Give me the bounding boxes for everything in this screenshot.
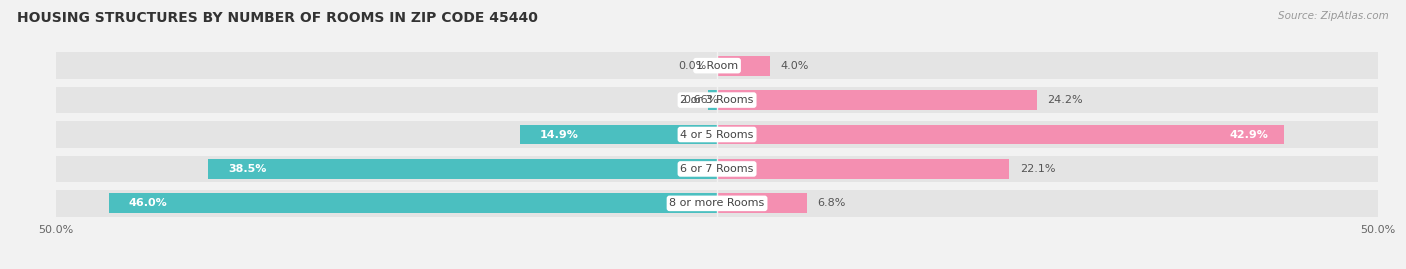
- Text: 4 or 5 Rooms: 4 or 5 Rooms: [681, 129, 754, 140]
- Bar: [56, 155, 1378, 182]
- Text: 24.2%: 24.2%: [1047, 95, 1083, 105]
- Text: 8 or more Rooms: 8 or more Rooms: [669, 198, 765, 208]
- Bar: [56, 190, 1378, 217]
- Text: HOUSING STRUCTURES BY NUMBER OF ROOMS IN ZIP CODE 45440: HOUSING STRUCTURES BY NUMBER OF ROOMS IN…: [17, 11, 537, 25]
- Text: 42.9%: 42.9%: [1229, 129, 1268, 140]
- Text: 0.0%: 0.0%: [678, 61, 706, 71]
- Text: 2 or 3 Rooms: 2 or 3 Rooms: [681, 95, 754, 105]
- Bar: [56, 87, 1378, 114]
- Bar: [110, 193, 717, 213]
- Bar: [208, 159, 717, 179]
- Bar: [56, 121, 1378, 148]
- Bar: [717, 159, 1010, 179]
- Bar: [717, 193, 807, 213]
- Bar: [717, 56, 770, 76]
- Bar: [56, 52, 1378, 79]
- Text: 0.66%: 0.66%: [683, 95, 718, 105]
- Text: 6.8%: 6.8%: [817, 198, 846, 208]
- Text: 38.5%: 38.5%: [228, 164, 266, 174]
- Text: 6 or 7 Rooms: 6 or 7 Rooms: [681, 164, 754, 174]
- Bar: [717, 125, 1284, 144]
- Text: Source: ZipAtlas.com: Source: ZipAtlas.com: [1278, 11, 1389, 21]
- Text: 46.0%: 46.0%: [129, 198, 167, 208]
- Bar: [717, 90, 1036, 110]
- Bar: [520, 125, 717, 144]
- Bar: [709, 90, 717, 110]
- Text: 4.0%: 4.0%: [780, 61, 808, 71]
- Text: 1 Room: 1 Room: [696, 61, 738, 71]
- Text: 14.9%: 14.9%: [540, 129, 579, 140]
- Text: 22.1%: 22.1%: [1019, 164, 1056, 174]
